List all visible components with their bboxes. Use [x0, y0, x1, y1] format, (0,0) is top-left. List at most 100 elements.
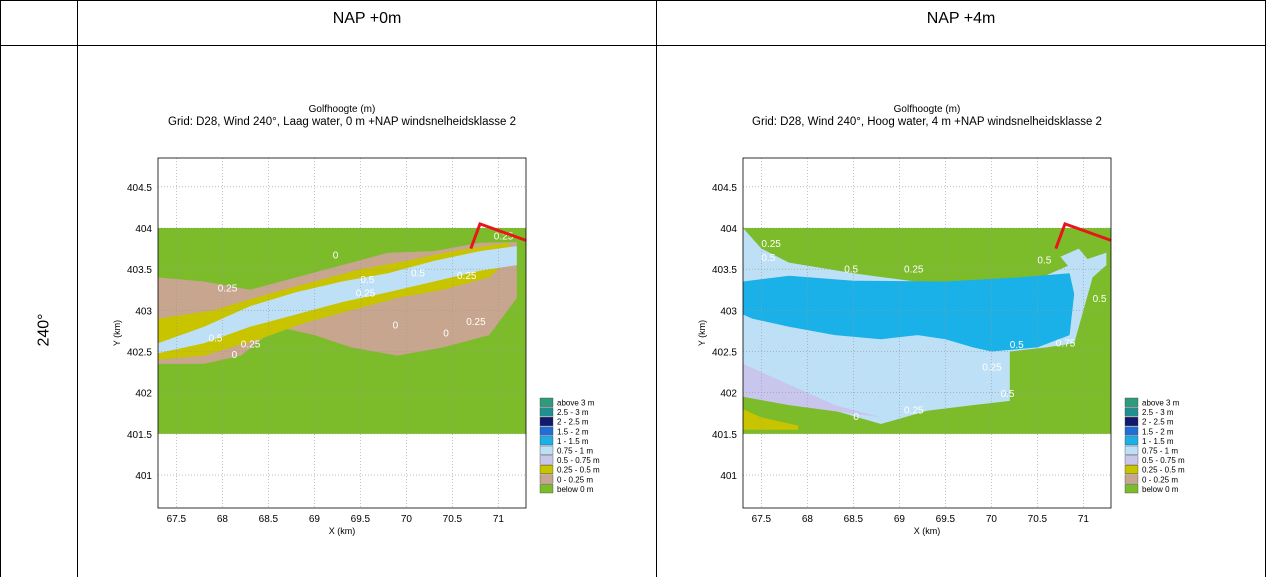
legend-label: 0.25 - 0.5 m	[1142, 466, 1185, 475]
legend-swatch	[1124, 445, 1139, 455]
contour-label: 0.25	[904, 405, 924, 416]
contour-label: 0.5	[761, 253, 775, 264]
legend-label: 0.5 - 0.75 m	[557, 456, 600, 465]
legend-label: 2 - 2.5 m	[557, 418, 589, 427]
contour-label: 0.25	[494, 232, 514, 243]
contour-label: 0.75	[1056, 339, 1076, 350]
chart-title: Golfhoogte (m)	[309, 104, 376, 115]
legend-label: 2.5 - 3 m	[1142, 408, 1174, 417]
legend-swatch	[1124, 426, 1139, 436]
contour-label: 0.5	[1093, 294, 1107, 305]
dike-marker	[1054, 221, 1112, 250]
axes-frame	[742, 157, 1112, 509]
contour-label: 0.5	[1037, 255, 1051, 266]
x-tick-label: 70	[986, 514, 998, 525]
contour-label: 0.5	[411, 269, 425, 280]
x-tick-label: 68	[802, 514, 814, 525]
x-tick-label: 67.5	[752, 514, 772, 525]
y-tick-label: 401.5	[127, 430, 152, 441]
y-axis-label: Y (km)	[697, 320, 707, 346]
row-label-wind-direction: 240°	[36, 313, 53, 347]
y-tick-label: 403.5	[712, 265, 737, 276]
y-tick-label: 402	[135, 389, 152, 400]
contour-label: 0.5	[209, 334, 223, 345]
legend-swatch	[539, 445, 554, 455]
contour-label: 0.5	[1010, 340, 1024, 351]
legend-swatch	[1124, 484, 1139, 494]
legend-swatch	[1124, 436, 1139, 446]
table-top-border	[0, 0, 1266, 1]
legend-swatch	[539, 474, 554, 484]
chart-subtitle: Grid: D28, Wind 240°, Hoog water, 4 m +N…	[752, 116, 1102, 128]
x-tick-label: 68	[217, 514, 229, 525]
y-tick-label: 404.5	[127, 183, 152, 194]
legend-label: 0 - 0.25 m	[1142, 475, 1178, 484]
chart-title: Golfhoogte (m)	[894, 104, 961, 115]
axes-frame	[157, 157, 527, 509]
y-tick-label: 403.5	[127, 265, 152, 276]
y-tick-label: 404.5	[712, 183, 737, 194]
zone-0.25-0.5m	[743, 409, 799, 430]
y-axis-label: Y (km)	[112, 320, 122, 346]
y-tick-label: 403	[135, 306, 152, 317]
legend-swatch	[1124, 465, 1139, 475]
contour-label: 0.5	[844, 264, 858, 275]
legend-label: 1.5 - 2 m	[557, 427, 589, 436]
legend-swatch	[539, 397, 554, 407]
contour-label: 0.25	[457, 271, 477, 282]
y-tick-label: 402.5	[712, 348, 737, 359]
x-tick-label: 69.5	[351, 514, 371, 525]
x-axis-label: X (km)	[914, 526, 941, 536]
table-header-divider	[0, 45, 1266, 46]
x-axis-label: X (km)	[329, 526, 356, 536]
x-tick-label: 70.5	[1028, 514, 1048, 525]
legend-label: below 0 m	[557, 485, 594, 494]
y-tick-label: 403	[720, 306, 737, 317]
contour-label: 0	[333, 250, 339, 261]
legend-label: 1.5 - 2 m	[1142, 427, 1174, 436]
table-col-divider-2	[656, 0, 657, 577]
legend-label: 1 - 1.5 m	[1142, 437, 1174, 446]
contour-label: 0	[853, 412, 859, 423]
x-tick-label: 68.5	[844, 514, 864, 525]
x-tick-label: 69	[894, 514, 906, 525]
legend-label: 2.5 - 3 m	[557, 408, 589, 417]
x-tick-label: 69.5	[936, 514, 956, 525]
contour-label: 0.25	[356, 288, 376, 299]
legend-swatch	[539, 417, 554, 427]
x-tick-label: 71	[493, 514, 505, 525]
column-header-nap-0: NAP +0m	[332, 10, 402, 27]
legend-label: 0.75 - 1 m	[1142, 447, 1178, 456]
y-tick-label: 404	[720, 224, 737, 235]
contour-label: 0	[443, 329, 449, 340]
x-tick-label: 70.5	[443, 514, 463, 525]
contour-label: 0.5	[360, 275, 374, 286]
y-tick-label: 401	[135, 471, 152, 482]
legend-swatch	[539, 426, 554, 436]
y-tick-label: 402	[720, 389, 737, 400]
legend-swatch	[539, 484, 554, 494]
y-tick-label: 401.5	[712, 430, 737, 441]
legend-label: above 3 m	[557, 399, 595, 408]
legend-label: below 0 m	[1142, 485, 1179, 494]
contour-label: 0.25	[241, 339, 261, 350]
contour-label: 0	[232, 350, 238, 361]
legend-swatch	[539, 465, 554, 475]
x-tick-label: 71	[1078, 514, 1090, 525]
column-header-nap-4: NAP +4m	[926, 10, 996, 27]
zone-0.75-1m-east	[1060, 248, 1093, 274]
legend-swatch	[1124, 407, 1139, 417]
y-tick-label: 404	[135, 224, 152, 235]
contour-label: 0	[393, 320, 399, 331]
wave-height-chart-high-water: Golfhoogte (m)Grid: D28, Wind 240°, Hoog…	[697, 104, 1185, 536]
legend-swatch	[539, 455, 554, 465]
x-tick-label: 69	[309, 514, 321, 525]
contour-label: 0.25	[904, 264, 924, 275]
y-tick-label: 401	[720, 471, 737, 482]
legend-label: above 3 m	[1142, 399, 1180, 408]
legend-swatch	[1124, 474, 1139, 484]
legend-swatch	[539, 407, 554, 417]
contour-label: 0.5	[1001, 389, 1015, 400]
table-left-border	[0, 0, 1, 577]
dike-marker	[469, 221, 527, 250]
